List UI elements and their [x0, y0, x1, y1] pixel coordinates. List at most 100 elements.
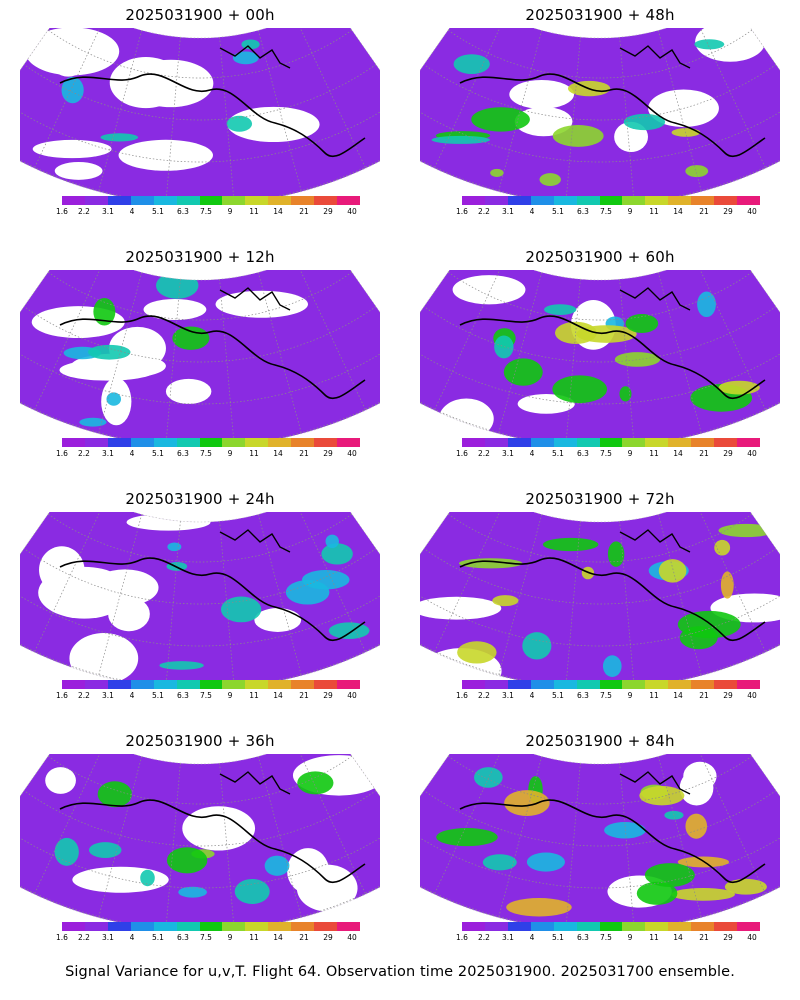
colorbar-swatch	[222, 680, 246, 689]
high-variance-area	[436, 827, 498, 847]
colorbar-label: 5.1	[152, 691, 164, 700]
colorbar-swatch	[337, 438, 360, 447]
coastline	[459, 73, 766, 158]
colorbar-label: 2.2	[78, 449, 90, 458]
colorbar-swatch	[222, 196, 246, 205]
colorbar-label: 4	[529, 207, 535, 216]
colorbar-swatch	[199, 438, 223, 447]
colorbar-label: 14	[273, 449, 283, 458]
colorbar-swatch	[645, 680, 669, 689]
colorbar-label: 2.2	[78, 933, 90, 942]
colorbar	[62, 196, 360, 205]
panel-title: 2025031900 + 00h	[125, 6, 275, 24]
colorbar-swatch	[130, 680, 154, 689]
colorbar-label: 9	[627, 691, 633, 700]
colorbar-labels: 1.6 2.2 3.1 4 5.1 6.3 7.5 9 11 14 21 29 40	[52, 933, 372, 943]
colorbar-label: 40	[747, 933, 757, 942]
coastline	[59, 315, 366, 400]
colorbar-swatch	[245, 680, 269, 689]
colorbar-swatch	[62, 922, 85, 931]
colorbar-swatch	[599, 196, 623, 205]
high-variance-area	[297, 771, 334, 795]
low-variance-area	[683, 761, 717, 791]
colorbar-swatch	[691, 680, 715, 689]
colorbar-swatch	[291, 680, 315, 689]
low-variance-area	[54, 161, 103, 180]
colorbar-label: 21	[299, 207, 309, 216]
colorbar-swatch	[107, 680, 131, 689]
colorbar-label: 40	[747, 691, 757, 700]
colorbar-label: 3.1	[502, 207, 514, 216]
high-variance-area	[167, 542, 182, 552]
colorbar-label: 29	[723, 691, 733, 700]
colorbar-label: 11	[249, 933, 259, 942]
panel-60h: 2025031900 + 60h 1.6 2.2 3.1 4 5.1 6.3 7.5 9 11 1…	[400, 242, 800, 484]
colorbar-swatch	[737, 922, 760, 931]
colorbar-label: 4	[129, 449, 135, 458]
colorbar-swatch	[484, 922, 508, 931]
panel-title: 2025031900 + 36h	[125, 732, 275, 750]
high-variance-area	[544, 304, 577, 315]
colorbar-swatch	[530, 196, 554, 205]
map-84h	[420, 754, 780, 924]
panel-title: 2025031900 + 60h	[525, 248, 675, 266]
colorbar-label: 40	[747, 449, 757, 458]
colorbar-label: 7.5	[200, 207, 212, 216]
high-variance-area	[431, 135, 490, 144]
colorbar	[462, 922, 760, 931]
high-variance-area	[232, 51, 259, 65]
colorbar-swatch	[314, 196, 338, 205]
high-variance-area	[639, 786, 685, 806]
high-variance-area	[234, 878, 270, 904]
colorbar-label: 6.3	[177, 933, 189, 942]
low-variance-area	[215, 290, 308, 318]
colorbar-swatch	[714, 922, 738, 931]
map-72h	[420, 512, 780, 682]
high-variance-area	[220, 596, 262, 623]
colorbar-swatch	[714, 680, 738, 689]
colorbar-swatch	[130, 438, 154, 447]
colorbar-label: 6.3	[577, 691, 589, 700]
colorbar-label: 29	[323, 933, 333, 942]
high-variance-area	[614, 352, 661, 367]
high-variance-area	[720, 571, 734, 599]
low-variance-area	[165, 378, 212, 404]
colorbar	[462, 680, 760, 689]
colorbar-swatch	[153, 922, 177, 931]
arctic-islands	[219, 287, 291, 311]
colorbar-swatch	[130, 196, 154, 205]
colorbar-swatch	[291, 438, 315, 447]
colorbar-swatch	[153, 196, 177, 205]
colorbar-label: 9	[227, 691, 233, 700]
colorbar-swatch	[645, 196, 669, 205]
high-variance-area	[619, 386, 632, 402]
colorbar-swatch	[291, 196, 315, 205]
colorbar-label: 7.5	[600, 691, 612, 700]
colorbar	[462, 438, 760, 447]
colorbar-swatch	[737, 196, 760, 205]
colorbar-swatch	[337, 196, 360, 205]
colorbar-swatch	[462, 438, 485, 447]
high-variance-area	[166, 847, 208, 874]
colorbar-label: 40	[747, 207, 757, 216]
high-variance-area	[685, 813, 708, 839]
high-variance-area	[644, 863, 695, 887]
high-variance-area	[100, 133, 139, 142]
map-36h	[20, 754, 380, 924]
colorbar-label: 9	[627, 933, 633, 942]
colorbar-swatch	[645, 438, 669, 447]
colorbar-label: 6.3	[577, 933, 589, 942]
panel-title: 2025031900 + 72h	[525, 490, 675, 508]
colorbar-label: 3.1	[102, 691, 114, 700]
map-00h	[20, 28, 380, 198]
low-variance-area	[420, 596, 502, 620]
coastline	[59, 799, 366, 884]
colorbar-swatch	[222, 438, 246, 447]
colorbar-label: 3.1	[102, 207, 114, 216]
graticule	[420, 512, 780, 682]
colorbar-swatch	[507, 196, 531, 205]
high-variance-area	[724, 878, 767, 895]
high-variance-area	[718, 523, 775, 538]
panel-title: 2025031900 + 12h	[125, 248, 275, 266]
colorbar-swatch	[176, 922, 200, 931]
